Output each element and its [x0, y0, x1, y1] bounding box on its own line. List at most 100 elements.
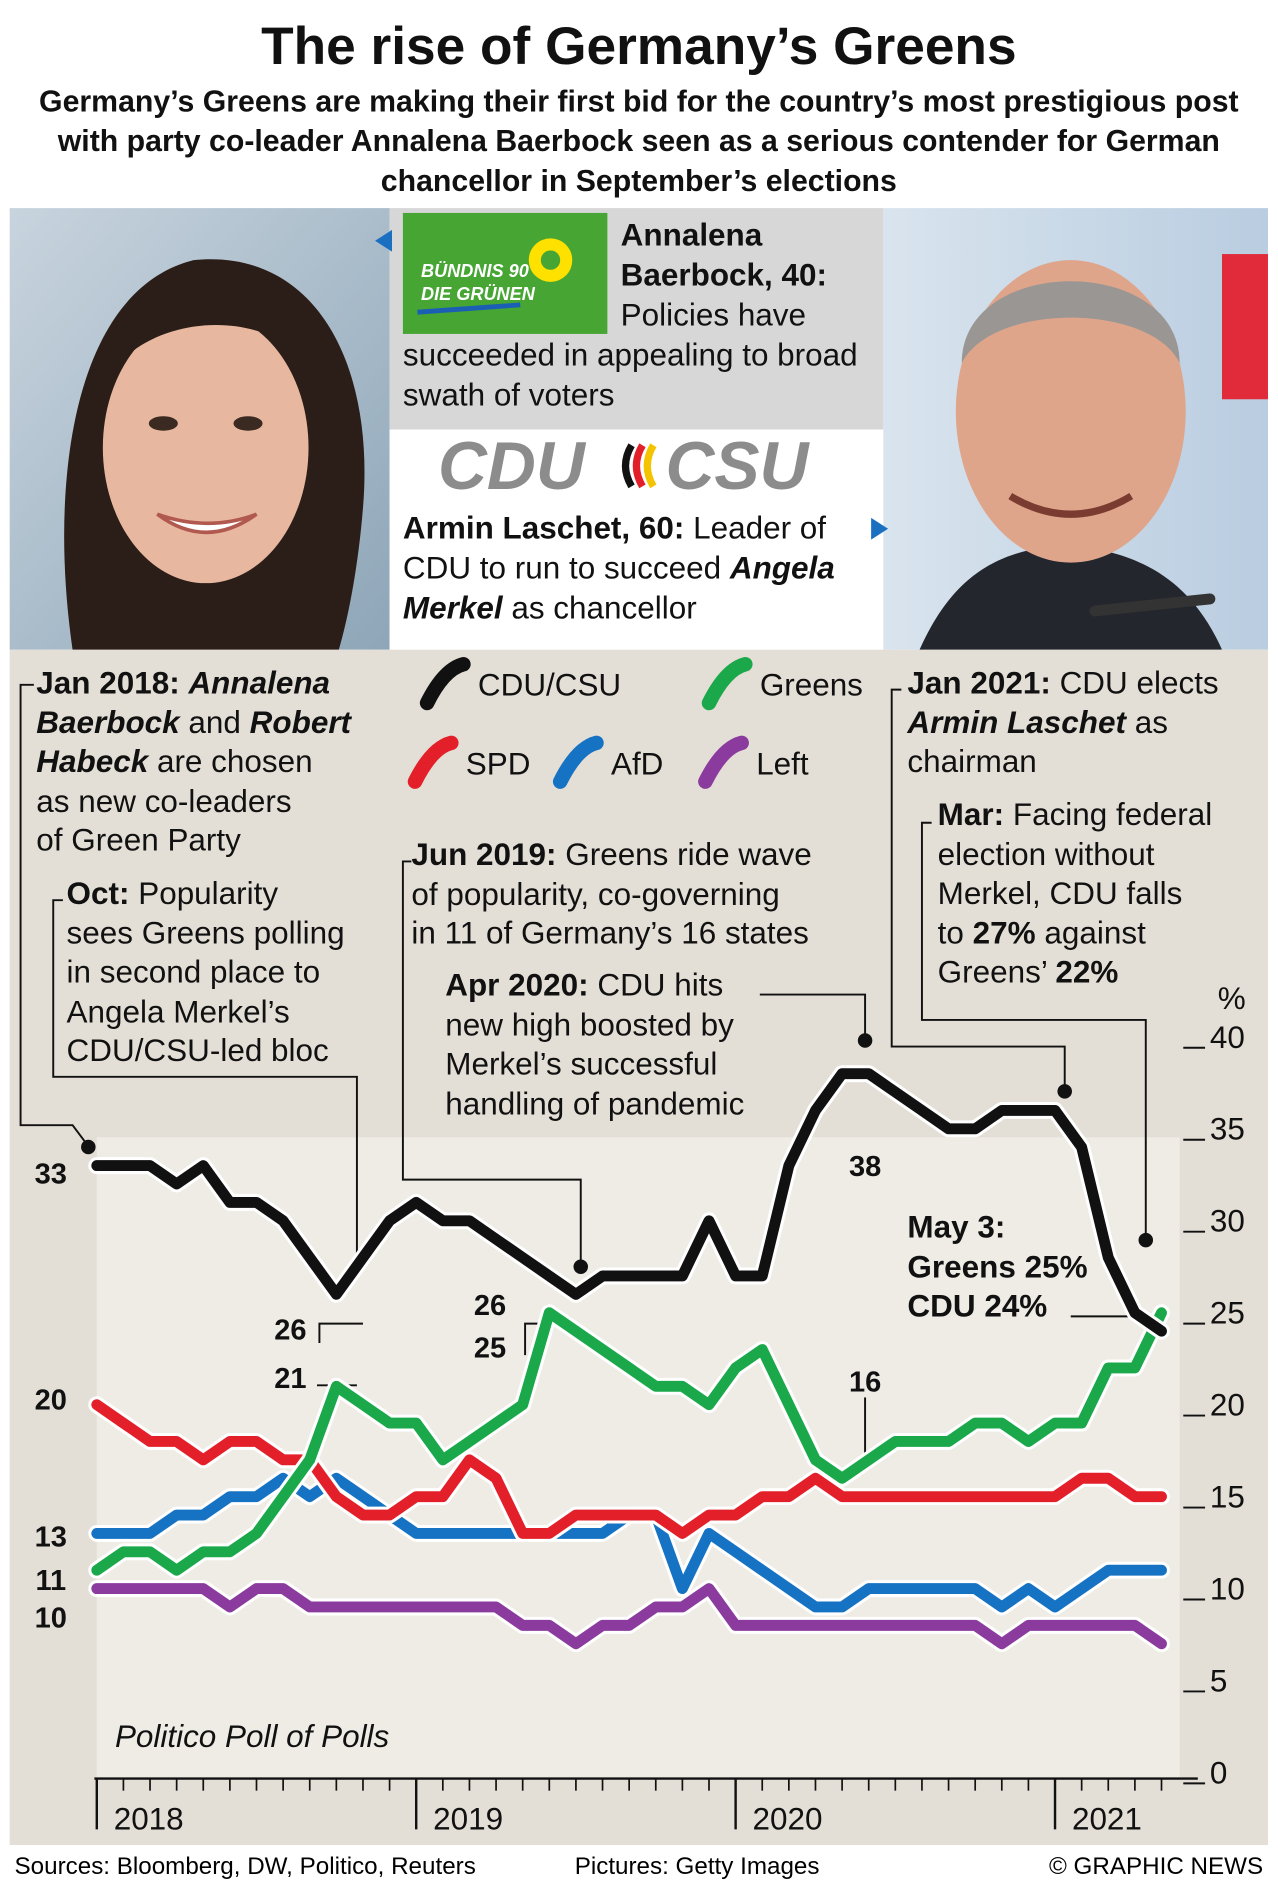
- annotation-line: Oct: Popularity: [67, 874, 345, 913]
- legend-swatch: [701, 656, 753, 711]
- y-tick-label: 20: [1210, 1388, 1245, 1423]
- annotation-text: Greens ride wave: [565, 836, 812, 873]
- annotation: Jan 2018: Annalena Baerbock and Robert Hab…: [36, 663, 351, 860]
- connector: [318, 1322, 363, 1343]
- annotation-line: to 27% against: [938, 913, 1213, 952]
- annotation-text: election without: [937, 835, 1155, 872]
- dot: [857, 1033, 873, 1048]
- title: The rise of Germany’s Greens: [261, 16, 1017, 77]
- series-line: [91, 1583, 1167, 1650]
- connector: [52, 899, 358, 1266]
- connector: [401, 860, 582, 1266]
- annotation-line: as new co-leaders: [36, 781, 351, 820]
- baerbock-caption: Annalena Baerbock, 40: Policies have suc…: [403, 215, 869, 415]
- y-tick-label: 0: [1210, 1755, 1227, 1790]
- annotation-line: new high boosted by: [445, 1005, 744, 1044]
- annotation-line: Merkel’s successful: [445, 1044, 744, 1083]
- hair: [961, 281, 1180, 363]
- credit: © GRAPHIC NEWS: [1049, 1853, 1264, 1881]
- annotation-text: Robert: [249, 703, 352, 740]
- subtitle: Germany’s Greens are making their first …: [39, 84, 1239, 199]
- flag-swoosh: [643, 443, 657, 489]
- annotation-text: Apr 2020:: [445, 966, 589, 1004]
- csu-logo: CSU: [665, 429, 810, 504]
- face: [102, 312, 309, 584]
- annotation-line: in 11 of Germany’s 16 states: [411, 914, 811, 953]
- caption-text: as chancellor: [511, 589, 697, 626]
- annotation-line: Greens’ 22%: [938, 953, 1213, 992]
- annotation-text: Greens’: [937, 953, 1047, 991]
- annotation-text: Jan 2021:: [907, 664, 1051, 701]
- annotation-text: new high boosted by: [445, 1006, 734, 1043]
- laschet-caption: Armin Laschet, 60: Leader of CDU to run …: [403, 508, 881, 628]
- annotation-line: sees Greens polling: [67, 913, 345, 952]
- annotation-text: Jan 2018:: [36, 664, 180, 701]
- series-line: [91, 1068, 1167, 1337]
- flag-swoosh: [621, 443, 635, 489]
- annotation: Apr 2020: CDU hits new high boosted by Mer…: [445, 966, 744, 1124]
- annotation-text: Facing federal: [1012, 796, 1213, 833]
- data-label: 33: [35, 1158, 67, 1190]
- annotation-text: Popularity: [138, 874, 279, 912]
- legend-swatch: [407, 735, 459, 789]
- annotation-line: CDU/CSU-led bloc: [67, 1031, 345, 1070]
- annotation-text: sees Greens polling: [66, 914, 345, 951]
- annotation-text: Greens 25%: [907, 1248, 1088, 1285]
- source-note: Politico Poll of Polls: [115, 1719, 390, 1754]
- data-label: 25: [474, 1333, 506, 1365]
- annotation-line: of Green Party: [36, 821, 351, 860]
- annotation-line: Baerbock and Robert: [36, 702, 351, 741]
- data-label: 26: [274, 1314, 306, 1346]
- sources: Sources: Bloomberg, DW, Politico, Reuter…: [14, 1853, 476, 1881]
- footer-background: [0, 1845, 1278, 1902]
- x-tick-label: 2020: [753, 1801, 823, 1836]
- annotation-text: and: [188, 703, 241, 740]
- annotation-text: to: [937, 914, 964, 951]
- y-tick-label: 5: [1210, 1663, 1227, 1698]
- legend-swatch: [552, 735, 604, 789]
- data-label: 13: [35, 1521, 67, 1553]
- pointer: [871, 517, 889, 540]
- series-line: [91, 1399, 1167, 1539]
- annotation-line: Jan 2021: CDU elects: [907, 663, 1218, 702]
- data-label: 11: [35, 1565, 66, 1597]
- logo-space: [403, 215, 621, 335]
- data-label: 20: [35, 1385, 67, 1417]
- annotation-line: Greens 25%: [907, 1247, 1087, 1286]
- backdrop: [1221, 254, 1268, 400]
- eye: [148, 416, 178, 431]
- y-tick-label: 25: [1210, 1296, 1245, 1331]
- legend-swatch: [698, 735, 749, 789]
- annotation-text: CDU/CSU-led bloc: [66, 1032, 329, 1069]
- annotation-text: CDU elects: [1059, 664, 1219, 701]
- logo-underline: [417, 302, 521, 315]
- annotation: Mar: Facing federal election without Merke…: [938, 795, 1213, 992]
- annotation-text: May 3:: [907, 1208, 1006, 1245]
- annotation-text: Armin Laschet: [907, 703, 1126, 740]
- y-tick-label: 30: [1210, 1204, 1245, 1239]
- annotation-line: Merkel, CDU falls: [938, 874, 1213, 913]
- annotation-text: as: [1134, 703, 1168, 740]
- annotation-text: Angela Merkel’s: [66, 993, 290, 1030]
- flag-swoosh: [632, 443, 646, 489]
- annotation-text: Mar:: [937, 796, 1005, 833]
- legend-label: CDU/CSU: [478, 668, 621, 703]
- connector: [890, 688, 1066, 1092]
- caption-text: Angela Merkel: [402, 549, 835, 626]
- legend-label: Left: [756, 746, 809, 781]
- suit: [919, 544, 1222, 650]
- annotation: Oct: Popularity sees Greens polling in sec…: [67, 874, 345, 1071]
- legend-label: SPD: [466, 746, 531, 781]
- data-label: 16: [849, 1366, 881, 1398]
- annotation-line: CDU 24%: [907, 1286, 1087, 1325]
- annotation-text: Merkel’s successful: [445, 1045, 718, 1082]
- eye: [233, 416, 263, 431]
- legend-swatch: [419, 656, 471, 711]
- annotation-line: Mar: Facing federal: [938, 795, 1213, 834]
- annotation-text: Merkel, CDU falls: [937, 874, 1183, 912]
- logo-text: DIE GRÜNEN: [421, 284, 536, 304]
- annotation-text: 27%: [972, 914, 1036, 951]
- fringe: [133, 297, 309, 363]
